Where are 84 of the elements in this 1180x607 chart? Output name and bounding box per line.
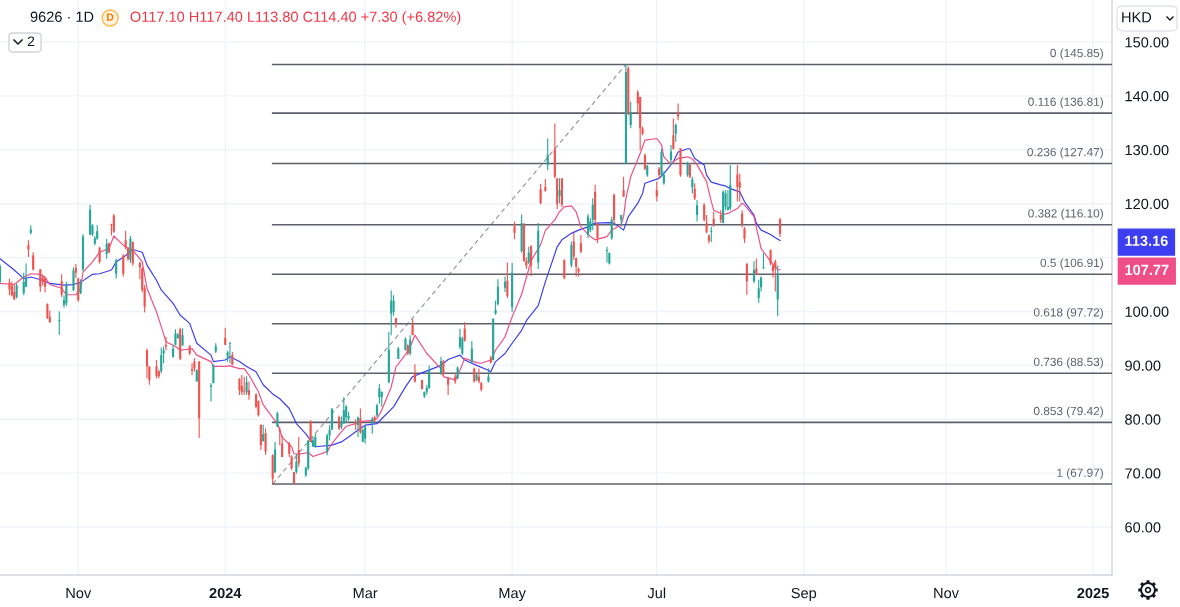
candlestick <box>164 336 168 351</box>
candlestick <box>247 380 251 401</box>
candlestick <box>297 436 300 468</box>
candlestick <box>359 407 362 435</box>
y-tick-label: 150.00 <box>1125 37 1169 48</box>
x-tick-label: 2024 <box>209 587 242 599</box>
candlestick <box>463 321 466 343</box>
candlestick <box>115 258 118 280</box>
candlestick <box>679 147 682 178</box>
candlestick <box>264 427 267 456</box>
candlestick <box>65 281 68 307</box>
text: 9626 · 1D <box>30 11 94 22</box>
x-tick-label: May <box>499 588 526 602</box>
y-tick-label: 90.00 <box>1125 360 1161 371</box>
candlestick <box>428 364 431 390</box>
candlestick <box>674 122 677 143</box>
candlestick <box>309 419 312 443</box>
candlestick <box>778 217 782 238</box>
series-label: 0.5 (106.91) <box>1040 258 1103 270</box>
candlestick <box>605 246 609 263</box>
y-tick-label: 107.77 <box>1125 264 1169 276</box>
candlestick <box>390 289 393 336</box>
candlestick <box>506 261 509 299</box>
x-tick-label: 2025 <box>1077 587 1109 599</box>
candlestick <box>112 213 115 234</box>
series-label: 1 (67.97) <box>1057 468 1103 480</box>
candlestick <box>729 164 732 211</box>
candlestick <box>273 441 277 474</box>
candlestick <box>669 144 673 166</box>
candlestick <box>736 164 739 203</box>
candlestick <box>596 222 599 244</box>
series-label: 0.382 (116.10) <box>1028 208 1103 220</box>
candlestick <box>629 101 632 129</box>
candlestick <box>774 259 777 293</box>
series-label: 0.853 (79.42) <box>1033 406 1103 418</box>
candlestick <box>190 362 194 376</box>
series-label: 0.618 (97.72) <box>1033 307 1103 319</box>
candlestick <box>745 262 748 296</box>
candlestick <box>503 275 507 293</box>
y-tick-label: 130.00 <box>1125 144 1169 156</box>
text: O117.10 H117.40 L113.80 C114.40 +7.30 (+6.82%) <box>130 11 461 25</box>
candlestick <box>58 310 61 336</box>
candlestick <box>743 226 746 244</box>
y-tick-label: 60.00 <box>1125 522 1161 533</box>
candlestick <box>579 234 582 254</box>
candlestick <box>577 266 580 278</box>
y-tick-label: 80.00 <box>1125 414 1161 425</box>
series-label: 0.236 (127.47) <box>1027 147 1103 159</box>
candlestick <box>122 253 125 278</box>
candlestick <box>209 382 213 403</box>
series-label: 0.736 (88.53) <box>1033 357 1103 369</box>
candlestick <box>513 220 516 240</box>
candlestick <box>131 240 134 267</box>
candlestick <box>60 273 63 298</box>
y-tick-label: 70.00 <box>1125 468 1161 479</box>
candlestick <box>72 266 75 292</box>
series-label: 0.116 (136.81) <box>1028 97 1103 109</box>
candlestick <box>610 216 613 241</box>
candlestick <box>271 453 274 485</box>
series-label: 0 (145.85) <box>1050 48 1103 60</box>
candlestick <box>696 199 699 223</box>
y-axis-title: HKD <box>1122 12 1152 23</box>
candlestick <box>295 453 298 475</box>
x-tick-label: Nov <box>934 588 959 599</box>
y-tick-label: 100.00 <box>1125 306 1169 317</box>
candlestick <box>447 376 450 396</box>
annotation: 2 <box>27 36 35 47</box>
y-tick-label: 113.16 <box>1125 235 1168 247</box>
x-tick-label: Nov <box>66 588 92 599</box>
candlestick <box>546 137 549 171</box>
candlestick <box>413 363 416 384</box>
candlestick <box>32 251 35 272</box>
x-tick-label: Jul <box>647 587 666 599</box>
candlestick <box>0 264 2 285</box>
candlestick <box>655 181 658 203</box>
candlestick <box>470 340 473 364</box>
x-tick-label: Mar <box>353 588 378 599</box>
x-tick-label: Sep <box>791 587 817 602</box>
candlestick <box>622 176 625 198</box>
candlestick <box>539 183 542 205</box>
y-tick-label: 140.00 <box>1125 91 1169 102</box>
y-tick-label: 120.00 <box>1125 198 1169 210</box>
annotation: D <box>107 13 114 21</box>
candlestick <box>757 279 760 304</box>
